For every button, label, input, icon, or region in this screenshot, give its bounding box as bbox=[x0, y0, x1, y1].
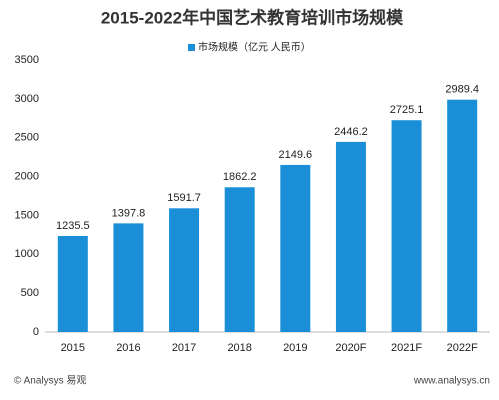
legend-label: 市场规模（亿元 人民币） bbox=[198, 41, 311, 54]
bar bbox=[169, 208, 200, 332]
bar bbox=[224, 187, 255, 332]
y-tick-label: 1500 bbox=[15, 209, 39, 221]
x-tick-label: 2016 bbox=[116, 342, 140, 354]
y-tick-label: 1000 bbox=[15, 248, 39, 260]
y-tick-label: 0 bbox=[33, 326, 39, 338]
source: © Analysys 易观 bbox=[14, 375, 86, 387]
x-tick-label: 2019 bbox=[283, 342, 307, 354]
x-tick-label: 2018 bbox=[227, 342, 251, 354]
bar bbox=[335, 141, 366, 332]
chart-title: 2015-2022年中国艺术教育培训市场规模 bbox=[101, 7, 404, 27]
website: www.analysys.cn bbox=[413, 376, 490, 387]
data-label: 1862.2 bbox=[223, 171, 257, 183]
y-tick-label: 2000 bbox=[15, 170, 39, 182]
x-tick-label: 2022F bbox=[447, 342, 478, 354]
y-tick-label: 500 bbox=[21, 287, 39, 299]
bar bbox=[391, 120, 422, 333]
bar bbox=[113, 223, 144, 332]
y-tick-label: 3500 bbox=[15, 54, 39, 66]
x-tick-label: 2015 bbox=[61, 342, 85, 354]
data-label: 1591.7 bbox=[167, 192, 201, 204]
data-label: 2989.4 bbox=[445, 84, 479, 96]
data-label: 1397.8 bbox=[112, 207, 146, 219]
y-tick-label: 2500 bbox=[15, 132, 39, 144]
data-label: 1235.5 bbox=[56, 220, 90, 232]
x-tick-label: 2021F bbox=[391, 342, 422, 354]
data-label: 2149.6 bbox=[278, 149, 312, 161]
data-label: 2446.2 bbox=[334, 126, 368, 138]
bar bbox=[447, 99, 478, 333]
y-tick-label: 3000 bbox=[15, 93, 39, 105]
data-label: 2725.1 bbox=[390, 104, 424, 116]
bar bbox=[57, 235, 88, 332]
x-tick-label: 2020F bbox=[335, 342, 366, 354]
bar bbox=[280, 164, 311, 332]
legend-swatch bbox=[188, 44, 195, 51]
x-tick-label: 2017 bbox=[172, 342, 196, 354]
